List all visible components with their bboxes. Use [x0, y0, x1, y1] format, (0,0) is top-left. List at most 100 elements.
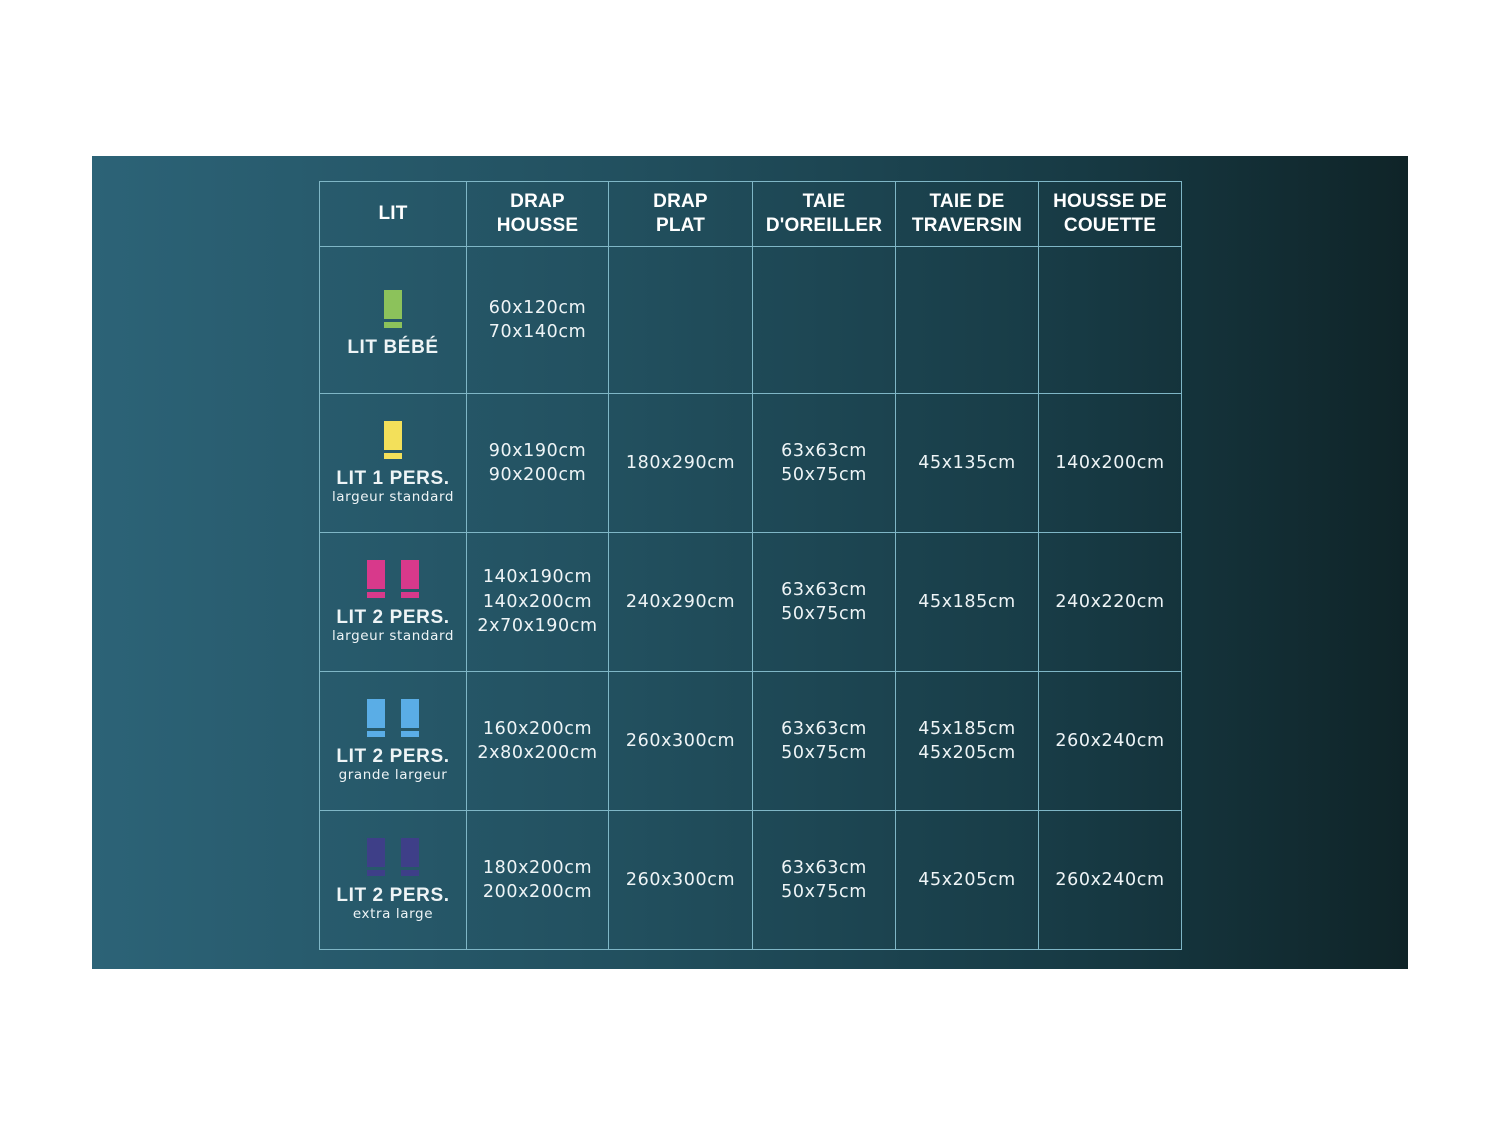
bed-subtitle: largeur standard: [331, 489, 455, 505]
size-cell: [752, 246, 896, 394]
size-value: 50x75cm: [781, 743, 867, 763]
bed-type-cell: LIT 2 PERS. grande largeur: [319, 671, 467, 811]
size-value: 260x300cm: [625, 869, 736, 890]
size-cell: 63x63cm 50x75cm: [752, 393, 896, 533]
size-value: 140x190cm: [482, 567, 593, 588]
table-row: LIT 1 PERS. largeur standard 90x190cm 90x20…: [319, 393, 1182, 533]
size-chart-panel: LIT DRAP HOUSSE DRAP PLAT TAIE D'OREILLER TAIE …: [92, 156, 1408, 969]
bed-subtitle: grande largeur: [338, 767, 448, 783]
size-cell: 260x240cm: [1038, 810, 1182, 950]
size-value: 50x75cm: [781, 604, 867, 624]
bed-icon-group: [320, 560, 466, 598]
size-cell: 63x63cm 50x75cm: [752, 810, 896, 950]
size-cell: 160x200cm 2x80x200cm: [466, 671, 609, 811]
column-header-line: HOUSSE DE: [1053, 191, 1167, 212]
size-value: 90x190cm: [488, 440, 587, 461]
column-header-line: DRAP: [653, 191, 708, 212]
size-cell: 90x190cm 90x200cm: [466, 393, 609, 533]
bed-icon-group: [320, 838, 466, 876]
bed-icon-group: [320, 699, 466, 737]
size-value: 70x140cm: [488, 322, 587, 342]
size-value: 45x185cm: [918, 591, 1016, 612]
bed-name: LIT 2 PERS.: [336, 607, 450, 628]
size-cell: 60x120cm 70x140cm: [466, 246, 609, 394]
size-value: 240x220cm: [1055, 591, 1165, 612]
table-row: LIT 2 PERS. grande largeur 160x200cm 2x80x2…: [319, 671, 1182, 811]
column-header-line: HOUSSE: [496, 215, 579, 236]
bed-icon: [367, 560, 385, 598]
size-cell: 45x185cm: [895, 532, 1039, 672]
table-row: LIT 2 PERS. extra large 180x200cm 200x200cm…: [319, 810, 1182, 950]
column-header: TAIE D'OREILLER: [752, 181, 896, 247]
bed-icon: [367, 699, 385, 737]
size-cell: 45x185cm 45x205cm: [895, 671, 1039, 811]
size-value: 45x185cm: [918, 718, 1016, 739]
size-cell: [1038, 246, 1182, 394]
column-header-line: TAIE: [802, 191, 846, 212]
size-value: 45x205cm: [918, 743, 1016, 763]
size-value: 63x63cm: [781, 440, 867, 461]
column-header: HOUSSE DE COUETTE: [1038, 181, 1182, 247]
column-header: LIT: [319, 181, 467, 247]
size-cell: 180x290cm: [608, 393, 753, 533]
size-value: 160x200cm: [482, 718, 593, 739]
bed-type-cell: LIT BÉBÉ: [319, 246, 467, 394]
column-header-line: D'OREILLER: [765, 215, 883, 236]
size-cell: 240x290cm: [608, 532, 753, 672]
bed-icon: [384, 421, 402, 459]
column-header-line: PLAT: [656, 215, 705, 236]
size-cell: 260x300cm: [608, 671, 753, 811]
size-cell: [608, 246, 753, 394]
header-row: LIT DRAP HOUSSE DRAP PLAT TAIE D'OREILLER TAIE …: [319, 181, 1182, 247]
size-value: 180x200cm: [482, 857, 593, 878]
size-value: 90x200cm: [488, 465, 587, 485]
column-header: DRAP HOUSSE: [466, 181, 609, 247]
bed-name: LIT BÉBÉ: [347, 337, 439, 358]
bed-name: LIT 2 PERS.: [336, 746, 450, 767]
size-cell: 260x300cm: [608, 810, 753, 950]
table-row: LIT 2 PERS. largeur standard 140x190cm 140x…: [319, 532, 1182, 672]
size-value: 180x290cm: [625, 452, 736, 473]
size-cell: [895, 246, 1039, 394]
size-value: 63x63cm: [781, 857, 867, 878]
size-cell: 140x190cm 140x200cm 2x70x190cm: [466, 532, 609, 672]
column-header-line: TRAVERSIN: [911, 215, 1023, 236]
size-value: 2x80x200cm: [477, 743, 598, 763]
column-header: TAIE DE TRAVERSIN: [895, 181, 1039, 247]
size-cell: 63x63cm 50x75cm: [752, 671, 896, 811]
size-cell: 45x135cm: [895, 393, 1039, 533]
size-value: 140x200cm: [1055, 452, 1165, 473]
bed-subtitle: largeur standard: [331, 628, 455, 644]
size-cell: 140x200cm: [1038, 393, 1182, 533]
size-value: 63x63cm: [781, 579, 867, 600]
table-row: LIT BÉBÉ 60x120cm 70x140cm: [319, 246, 1182, 394]
size-cell: 240x220cm: [1038, 532, 1182, 672]
bed-icon: [367, 838, 385, 876]
bed-icon: [384, 290, 402, 328]
bed-icon-group: [320, 290, 466, 328]
size-value: 260x240cm: [1055, 869, 1165, 890]
size-cell: 180x200cm 200x200cm: [466, 810, 609, 950]
bed-icon: [401, 699, 419, 737]
bed-icon: [401, 838, 419, 876]
size-cell: 63x63cm 50x75cm: [752, 532, 896, 672]
column-header-line: TAIE DE: [929, 191, 1005, 212]
size-value: 2x70x190cm: [477, 616, 598, 637]
size-value: 140x200cm: [482, 591, 593, 612]
size-cell: 45x205cm: [895, 810, 1039, 950]
column-header-line: COUETTE: [1063, 215, 1157, 236]
bed-linen-size-table: LIT DRAP HOUSSE DRAP PLAT TAIE D'OREILLER TAIE …: [319, 181, 1182, 950]
bed-name: LIT 1 PERS.: [336, 468, 450, 489]
column-header: DRAP PLAT: [608, 181, 753, 247]
size-value: 63x63cm: [781, 718, 867, 739]
size-value: 260x240cm: [1055, 730, 1165, 751]
bed-type-cell: LIT 1 PERS. largeur standard: [319, 393, 467, 533]
column-header-line: LIT: [378, 203, 408, 224]
size-cell: 260x240cm: [1038, 671, 1182, 811]
bed-type-cell: LIT 2 PERS. extra large: [319, 810, 467, 950]
size-value: 200x200cm: [482, 882, 593, 902]
size-value: 50x75cm: [781, 882, 867, 902]
size-value: 50x75cm: [781, 465, 867, 485]
column-header-line: DRAP: [510, 191, 565, 212]
size-value: 240x290cm: [625, 591, 736, 612]
